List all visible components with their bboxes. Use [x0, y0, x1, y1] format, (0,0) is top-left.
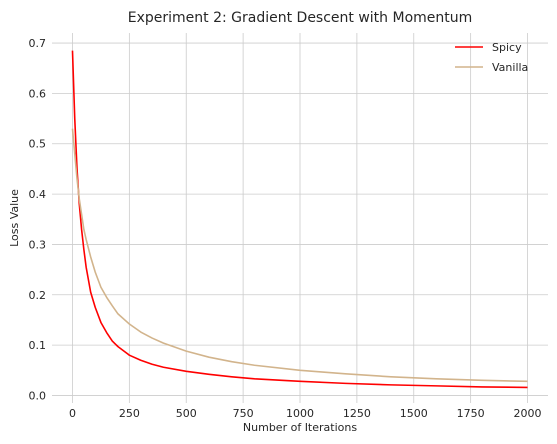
y-tick-label: 0.3: [29, 238, 47, 251]
x-tick-label: 500: [176, 407, 197, 420]
y-axis-label: Loss Value: [8, 189, 21, 247]
y-tick-label: 0.2: [29, 289, 47, 302]
x-tick-label: 1000: [286, 407, 314, 420]
y-tick-label: 0.0: [29, 389, 47, 402]
y-axis: 0.0 0.1 0.2 0.3 0.4 0.5 0.6 0.7: [29, 37, 47, 402]
x-axis-label: Number of Iterations: [243, 421, 357, 434]
series-line-vanilla: [71, 128, 528, 383]
x-tick-label: 750: [233, 407, 254, 420]
legend-label-vanilla: Vanilla: [492, 61, 528, 74]
series-lines: [71, 50, 528, 389]
grid: [52, 33, 548, 403]
series-line-spicy: [71, 50, 528, 389]
chart-title: Experiment 2: Gradient Descent with Mome…: [128, 10, 473, 26]
legend-label-spicy: Spicy: [492, 41, 522, 54]
x-tick-label: 1250: [343, 407, 371, 420]
y-tick-label: 0.5: [29, 138, 47, 151]
y-tick-label: 0.1: [29, 339, 47, 352]
x-tick-label: 1750: [457, 407, 485, 420]
x-tick-label: 250: [119, 407, 140, 420]
x-tick-label: 2000: [514, 407, 542, 420]
y-tick-label: 0.6: [29, 87, 47, 100]
y-tick-label: 0.4: [29, 188, 47, 201]
x-axis: 0 250 500 750 1000 1250 1500 1750 2000: [69, 407, 542, 420]
x-tick-label: 0: [69, 407, 76, 420]
y-tick-label: 0.7: [29, 37, 47, 50]
legend: Spicy Vanilla: [455, 41, 528, 74]
x-tick-label: 1500: [400, 407, 428, 420]
